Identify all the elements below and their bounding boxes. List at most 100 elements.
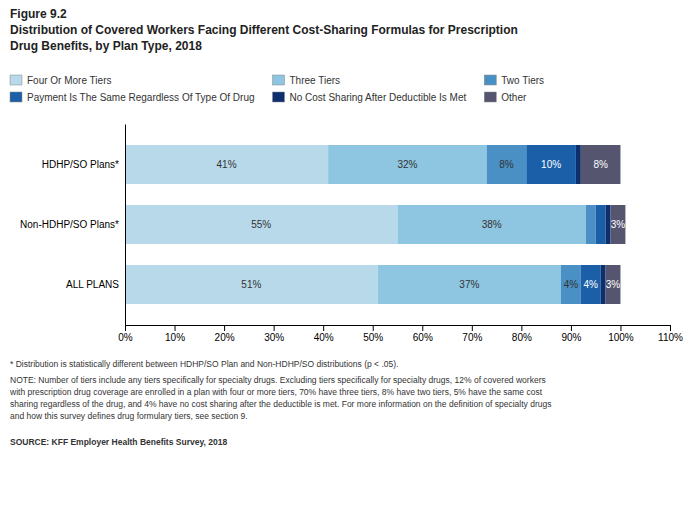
bar-segment (581, 265, 601, 304)
legend-label: No Cost Sharing After Deductible Is Met (290, 92, 467, 103)
annotation: and how this survey defines drug formula… (10, 411, 248, 421)
legend-label: Payment Is The Same Regardless Of Type O… (27, 92, 255, 103)
x-tick: 70% (462, 325, 482, 343)
data-label: 37% (459, 279, 479, 290)
bar-segment (581, 145, 621, 184)
tick-label: ALL PLANS (66, 279, 119, 290)
bar-segment (398, 205, 586, 244)
annotation: sharing regardless of the drug, and 4% h… (10, 399, 551, 409)
data-label: 51% (241, 279, 261, 290)
data-label: 4% (564, 279, 579, 290)
bar-segment (378, 265, 561, 304)
legend-item: Three Tiers (273, 75, 341, 86)
legend-swatch (484, 75, 496, 85)
bar-segment (125, 265, 378, 304)
x-tick: 80% (512, 325, 532, 343)
tick-mark (620, 325, 621, 331)
legend-label: Other (501, 92, 527, 103)
y-axis: HDHP/SO Plans* Non-HDHP/SO Plans* ALL PLAN… (20, 125, 125, 326)
legend-item: Other (484, 92, 527, 103)
axis-line (125, 125, 126, 326)
tick-label: 20% (215, 332, 235, 343)
tick-label: HDHP/SO Plans* (42, 159, 119, 170)
tick-mark (373, 325, 374, 331)
tick-mark (125, 325, 126, 331)
legend-swatch (273, 75, 285, 85)
subtitle: Drug Benefits, by Plan Type, 2018 (10, 39, 202, 53)
tick-mark (571, 325, 572, 331)
chart: Figure 9.2Distribution of Covered Worker… (0, 0, 698, 525)
bar-segment (586, 205, 596, 244)
tick-label: 10% (165, 332, 185, 343)
x-tick: 50% (363, 325, 383, 343)
tick-label: 40% (314, 332, 334, 343)
legend-swatch (10, 75, 22, 85)
x-tick: 100% (608, 325, 634, 343)
tick-label: 80% (512, 332, 532, 343)
tick-mark (323, 325, 324, 331)
bar-segment (606, 265, 621, 304)
x-tick: 40% (314, 325, 334, 343)
x-tick: 0% (118, 325, 133, 343)
tick-mark (274, 325, 275, 331)
legend-label: Two Tiers (501, 75, 544, 86)
annotation: SOURCE: KFF Employer Health Benefits Sur… (10, 437, 227, 447)
legend-item: No Cost Sharing After Deductible Is Met (273, 92, 467, 103)
annotation: NOTE: Number of tiers include any tiers … (10, 375, 546, 385)
data-label: 3% (611, 219, 626, 230)
tick-label: 110% (658, 332, 683, 343)
legend-item: Payment Is The Same Regardless Of Type O… (10, 92, 255, 103)
y-tick: ALL PLANS (66, 279, 125, 290)
tick-label: Non-HDHP/SO Plans* (20, 219, 119, 230)
legend-item: Two Tiers (484, 75, 544, 86)
legend-label: Four Or More Tiers (27, 75, 111, 86)
data-labels: 41%55%51%32%38%37%8%4%10%4%8%3%3% (217, 159, 626, 290)
data-label: 4% (584, 279, 599, 290)
legend-swatch (10, 92, 22, 102)
bar-segment (611, 205, 626, 244)
data-label: 41% (217, 159, 237, 170)
tick-label: 30% (264, 332, 284, 343)
tick-mark (175, 325, 176, 331)
tick-mark (670, 325, 671, 331)
x-tick: 90% (561, 325, 581, 343)
bar-segment (576, 145, 581, 184)
tick-label: 90% (561, 332, 581, 343)
data-label: 38% (482, 219, 502, 230)
y-tick: Non-HDHP/SO Plans* (20, 219, 125, 230)
title: Figure 9.2 (10, 7, 67, 21)
data-label: 10% (541, 159, 561, 170)
tick-mark (224, 325, 225, 331)
x-tick: 30% (264, 325, 284, 343)
tick-label: 100% (608, 332, 634, 343)
legend-item: Four Or More Tiers (10, 75, 111, 86)
bar-segment (561, 265, 581, 304)
x-axis: 0% 10% 20% 30% 40% 50% 60% 70% 80% 90% 100% 110% (118, 325, 683, 343)
bar-segment (487, 145, 527, 184)
tick-mark (521, 325, 522, 331)
x-tick: 110% (658, 325, 683, 343)
bar-segment (596, 205, 606, 244)
x-tick: 10% (165, 325, 185, 343)
annotation: * Distribution is statistically differen… (10, 359, 398, 369)
legend-swatch (273, 92, 285, 102)
data-label: 3% (606, 279, 621, 290)
tick-mark (472, 325, 473, 331)
bar-segment (526, 145, 576, 184)
axis-line (126, 326, 671, 332)
bar-segment (328, 145, 487, 184)
tick-label: 60% (413, 332, 433, 343)
tick-label: 50% (363, 332, 383, 343)
tick-label: 0% (118, 332, 133, 343)
data-label: 8% (593, 159, 608, 170)
x-tick: 60% (413, 325, 433, 343)
legend-label: Three Tiers (290, 75, 341, 86)
legend-swatch (484, 92, 496, 102)
x-tick: 20% (215, 325, 235, 343)
bar-segment (125, 205, 398, 244)
annotation: with prescription drug coverage are enro… (9, 387, 543, 397)
data-label: 32% (397, 159, 417, 170)
data-label: 8% (499, 159, 514, 170)
tick-label: 70% (462, 332, 482, 343)
bars (125, 145, 625, 304)
